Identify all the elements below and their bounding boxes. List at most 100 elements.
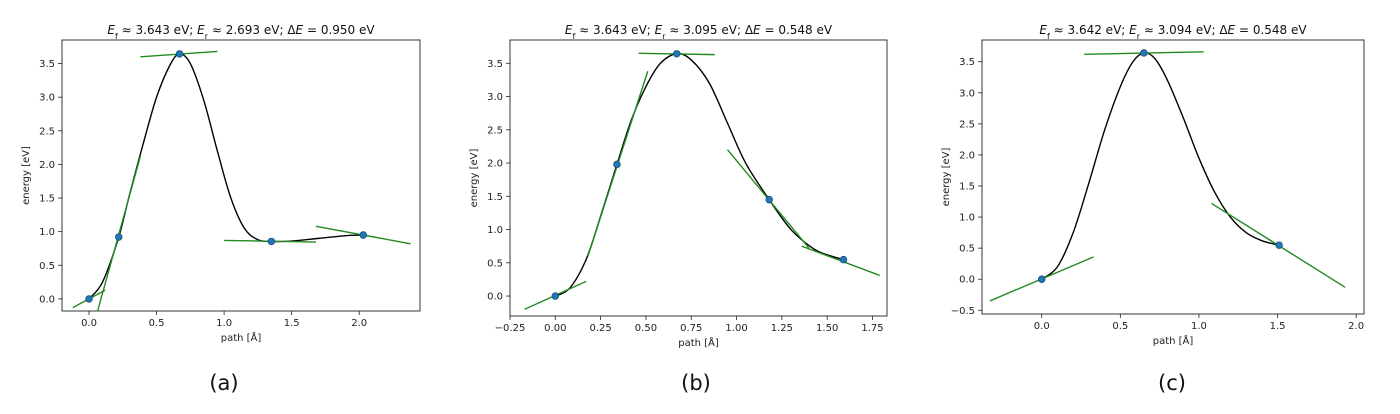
title-part: = 0.950 eV (303, 23, 375, 37)
axes-frame-b (509, 39, 888, 317)
x-tick-label: 0.00 (544, 323, 566, 334)
title-part: ≈ 3.643 eV; (575, 23, 654, 37)
title-part: f (115, 32, 118, 41)
y-tick-label: 1.5 (39, 194, 55, 205)
plot-area-a (72, 50, 411, 311)
image-point (673, 50, 681, 58)
y-tick-label: 2.5 (487, 125, 503, 136)
x-axis-label-a: path [Å] (221, 331, 262, 344)
y-axis-label-a: energy [eV] (21, 146, 32, 205)
y-tick-label: 2.5 (959, 119, 975, 130)
y-tick-label: 3.5 (487, 59, 503, 70)
x-tick-label: 0.0 (81, 318, 97, 329)
energy-curve (1041, 52, 1280, 280)
title-part: E (753, 23, 761, 37)
x-tick-label: 1.0 (216, 318, 232, 329)
chart-a: 0.0 0.5 1.0 1.5 2.0 0.0 0.5 1.0 1.5 2.0 2.5 3.0 3.5 p… (21, 23, 421, 344)
y-tick-label: 0.5 (39, 261, 55, 272)
y-tick-label: 1.0 (487, 225, 503, 236)
y-tick-label: 0.5 (959, 244, 975, 255)
image-point (1140, 49, 1148, 57)
x-tick-label: 0.5 (1112, 321, 1128, 332)
title-part: ≈ 3.642 eV; (1050, 23, 1129, 37)
panel-c: 0.0 0.5 1.0 1.5 2.0 −0.5 0.0 0.5 1.0 1.5 2.0 2.5 3.0… (941, 23, 1365, 395)
title-part: = 0.548 eV (761, 23, 833, 37)
x-tick-label: 0.0 (1034, 321, 1050, 332)
y-tick-label: 0.5 (487, 258, 503, 269)
energy-curve (88, 53, 364, 300)
image-point (765, 195, 773, 204)
title-part: E (296, 23, 304, 37)
title-part: ≈ 3.643 eV; (118, 23, 197, 37)
image-point (613, 160, 621, 169)
chart-c: 0.0 0.5 1.0 1.5 2.0 −0.5 0.0 0.5 1.0 1.5 2.0 2.5 3.0… (941, 23, 1365, 347)
axes-frame-c (981, 39, 1365, 315)
image-point (115, 233, 123, 241)
image-point (551, 292, 560, 300)
x-tick-label: 0.5 (149, 318, 165, 329)
panel-label-b: (b) (681, 371, 711, 395)
y-tick-label: 1.5 (959, 182, 975, 193)
x-tick-label: 2.0 (351, 318, 367, 329)
image-point (1038, 275, 1046, 283)
image-point (1275, 241, 1283, 249)
y-tick-label: 2.0 (39, 160, 55, 171)
y-tick-label: 1.0 (959, 213, 975, 224)
title-part: E (565, 23, 573, 37)
x-tick-label: 1.75 (861, 323, 883, 334)
title-part: E (1129, 23, 1137, 37)
title-part: E (107, 23, 115, 37)
y-tick-label: −0.5 (951, 306, 975, 317)
x-tick-label: 1.0 (1191, 321, 1207, 332)
y-axis-label-b: energy [eV] (469, 148, 480, 207)
chart-title-c: Ef ≈ 3.642 eV; Er ≈ 3.094 eV; ΔE = 0.548… (1039, 23, 1307, 41)
y-tick-label: 3.0 (487, 92, 503, 103)
y-axis-label-c: energy [eV] (941, 147, 952, 206)
chart-b: −0.25 0.00 0.25 0.50 0.75 1.00 1.25 1.50 1.75 0.0… (469, 23, 888, 349)
image-point (267, 237, 276, 246)
y-tick-label: 3.0 (39, 93, 55, 104)
y-tick-label: 3.5 (39, 59, 55, 70)
x-tick-label: 1.5 (284, 318, 300, 329)
plot-area-c (989, 49, 1346, 302)
title-part: ≈ 2.693 eV; Δ (208, 23, 296, 37)
chart-title-a: Ef ≈ 3.643 eV; Er ≈ 2.693 eV; ΔE = 0.950… (107, 23, 375, 41)
title-part: ≈ 3.095 eV; Δ (666, 23, 754, 37)
title-part: r (205, 32, 209, 41)
x-tick-label: 1.25 (771, 323, 793, 334)
y-tick-label: 1.5 (487, 192, 503, 203)
panel-label-a: (a) (209, 371, 238, 395)
energy-curve (554, 52, 844, 297)
y-tick-label: 0.0 (39, 294, 55, 305)
y-tick-label: 3.5 (959, 57, 975, 68)
title-part: E (655, 23, 663, 37)
panel-a: 0.0 0.5 1.0 1.5 2.0 0.0 0.5 1.0 1.5 2.0 2.5 3.0 3.5 p… (21, 23, 421, 395)
title-part: f (573, 32, 576, 41)
title-part: f (1047, 32, 1050, 41)
y-tick-label: 0.0 (959, 275, 975, 286)
plot-area-b (524, 50, 880, 310)
image-point (175, 50, 184, 58)
x-tick-label: 1.5 (1270, 321, 1286, 332)
y-tick-label: 2.5 (39, 126, 55, 137)
axes-frame-a (61, 39, 421, 312)
title-part: ≈ 3.094 eV; Δ (1140, 23, 1228, 37)
chart-title-b: Ef ≈ 3.643 eV; Er ≈ 3.095 eV; ΔE = 0.548… (565, 23, 833, 41)
x-tick-label: −0.25 (495, 323, 526, 334)
x-tick-label: 2.0 (1348, 321, 1364, 332)
image-point (85, 295, 93, 303)
y-tick-label: 1.0 (39, 227, 55, 238)
image-point (839, 255, 848, 264)
y-tick-label: 2.0 (487, 159, 503, 170)
panel-b: −0.25 0.00 0.25 0.50 0.75 1.00 1.25 1.50 1.75 0.0… (469, 23, 888, 395)
y-tick-label: 0.0 (487, 292, 503, 303)
x-tick-label: 0.50 (635, 323, 657, 334)
y-tick-label: 2.0 (959, 150, 975, 161)
x-axis-label-c: path [Å] (1153, 334, 1194, 347)
image-point (359, 231, 367, 239)
title-part: r (1137, 32, 1141, 41)
x-tick-label: 1.50 (816, 323, 838, 334)
panel-label-c: (c) (1158, 371, 1186, 395)
title-part: = 0.548 eV (1235, 23, 1307, 37)
